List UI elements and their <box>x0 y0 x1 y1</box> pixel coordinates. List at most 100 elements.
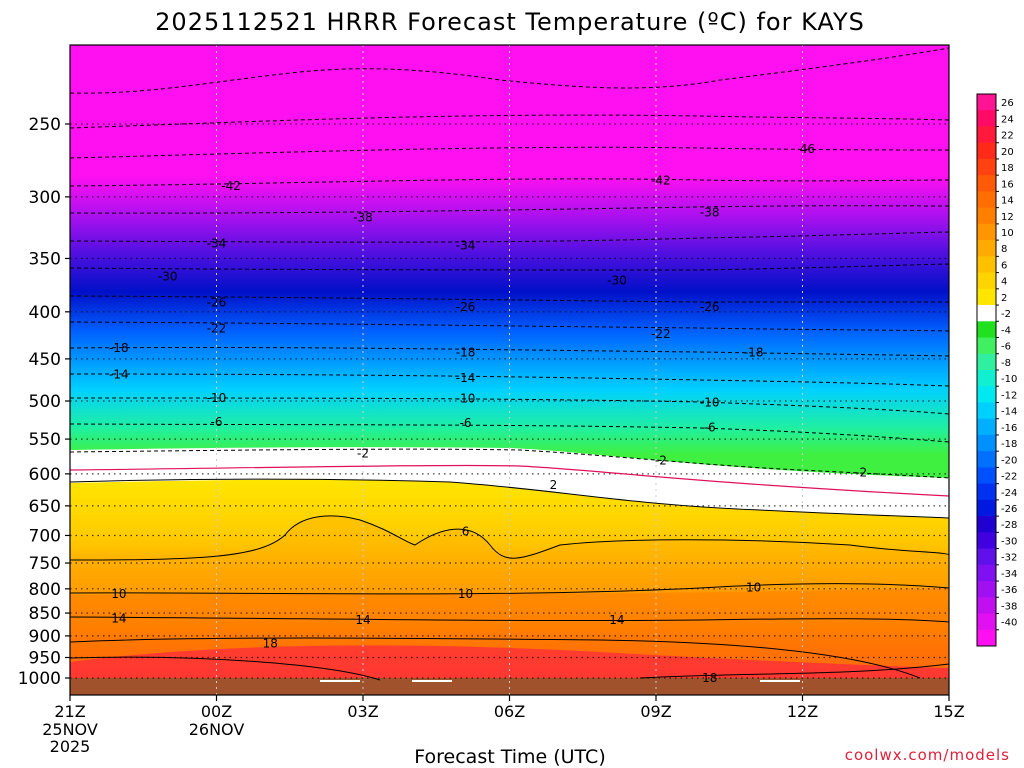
contour-minus22 <box>69 321 950 332</box>
colorbar-label: 14 <box>1001 196 1014 207</box>
contour-minus14 <box>69 373 950 387</box>
colorbar-label: 22 <box>1001 131 1014 142</box>
colorbar-label: -36 <box>1001 585 1017 596</box>
freezing-line <box>69 464 950 497</box>
colorbar-swatch <box>977 564 996 582</box>
ground-surface <box>70 678 949 695</box>
contour-6 <box>69 515 950 561</box>
contour-label: -2 <box>855 466 867 480</box>
contour-label: -42 <box>651 174 671 188</box>
colorbar-swatch <box>977 451 996 468</box>
contour-label: -6 <box>211 415 223 429</box>
colorbar-label: 16 <box>1001 179 1014 190</box>
colorbar-swatch <box>977 613 996 631</box>
contour-label: -22 <box>651 327 671 341</box>
x-tick-label: 21Z <box>54 702 85 721</box>
y-tick-label: 650 <box>29 497 61 517</box>
contour-label: 10 <box>458 587 473 601</box>
colorbar-label: -16 <box>1001 423 1017 434</box>
colorbar-label: 18 <box>1001 163 1014 174</box>
colorbar-legend: 26 24 22 20 18 16 14 12 10 8 6 4 2 -2 -4 -6 -8 -10 -12 -14 -… <box>976 93 1017 647</box>
contour-minus6 <box>69 423 950 443</box>
colorbar-label: -24 <box>1001 488 1017 499</box>
contour-label: -10 <box>700 396 720 410</box>
contour-label: -18 <box>456 346 476 360</box>
x-tick-label: 09Z <box>640 702 671 721</box>
y-tick-label: 850 <box>29 604 61 624</box>
contour-minus10 <box>69 397 950 415</box>
colorbar-label: -40 <box>1001 618 1017 629</box>
x-tick-label: 00Z <box>201 702 232 721</box>
colorbar-label: -18 <box>1001 439 1017 450</box>
y-tick-label: 350 <box>29 249 61 269</box>
colorbar-label: 8 <box>1001 244 1007 255</box>
colorbar-swatch <box>977 94 996 111</box>
contour-minus34 <box>69 231 950 243</box>
y-tick-label: 450 <box>29 350 61 370</box>
colorbar-swatch <box>977 110 996 127</box>
y-tick-label: 950 <box>29 649 61 669</box>
colorbar-label: -32 <box>1001 553 1017 564</box>
contour-label: 18 <box>702 671 717 685</box>
contour-label: -38 <box>353 211 373 225</box>
colorbar-swatch <box>977 467 996 485</box>
colorbar-swatch <box>977 142 996 160</box>
contour-label: 10 <box>746 580 761 594</box>
colorbar-label: -28 <box>1001 520 1017 531</box>
y-tick-label: 1000 <box>18 669 61 689</box>
colorbar-swatch <box>977 337 996 355</box>
contour-label: -34 <box>456 239 476 253</box>
colorbar-label: -6 <box>1001 342 1011 353</box>
colorbar-swatch <box>977 548 996 566</box>
x-tick-date: 26NOV <box>189 720 245 739</box>
colorbar-swatch <box>977 434 996 452</box>
y-tick-label: 250 <box>29 115 61 135</box>
colorbar-label: -4 <box>1001 325 1011 336</box>
colorbar-swatch <box>977 516 996 533</box>
colorbar-swatch <box>977 597 996 615</box>
contour-label: 14 <box>111 612 126 626</box>
contour-minus42 <box>69 178 950 187</box>
contour-label: -18 <box>109 341 129 355</box>
grid-lines <box>70 45 949 695</box>
colorbar-label: -10 <box>1001 374 1017 385</box>
contour-label: 10 <box>111 587 126 601</box>
colorbar-label: -38 <box>1001 601 1017 612</box>
contour-label: 18 <box>263 636 278 650</box>
colorbar-label: -20 <box>1001 455 1017 466</box>
colorbar-swatch <box>977 175 996 192</box>
colorbar-swatch <box>977 532 996 550</box>
y-tick-label: 750 <box>29 554 61 574</box>
x-tick-date: 25NOV <box>42 720 98 739</box>
colorbar-swatch <box>977 499 996 517</box>
contour-label: -30 <box>607 274 627 288</box>
colorbar-label: 2 <box>1001 293 1007 304</box>
contour-label: -14 <box>456 371 476 385</box>
colorbar-swatch <box>977 386 996 403</box>
contour-upper-2 <box>69 114 950 129</box>
contour-label: -26 <box>456 300 476 314</box>
x-tick-label: 15Z <box>933 702 964 721</box>
colorbar-swatch <box>977 581 996 598</box>
contour-label: -30 <box>158 269 178 283</box>
colorbar-swatch <box>977 370 996 387</box>
contour-label: -6 <box>460 416 472 430</box>
credit-link[interactable]: coolwx.com/models <box>845 746 1010 764</box>
contour-14 <box>69 616 950 623</box>
colorbar-swatch <box>977 288 996 306</box>
colorbar-swatch <box>977 402 996 420</box>
colorbar-swatch <box>977 629 996 647</box>
y-axis-ticks: 250 300 350 400 450 500 550 600 650 700 750 800 850 9… <box>18 115 70 689</box>
contour-label: -10 <box>456 392 476 406</box>
surface-gap-1 <box>320 680 360 682</box>
contour-label: -38 <box>700 206 720 220</box>
contour-18-lower <box>69 656 381 681</box>
colorbar-label: -2 <box>1001 309 1011 320</box>
y-tick-label: 300 <box>29 188 61 208</box>
contour-label: -34 <box>207 236 227 250</box>
colorbar-swatch <box>977 353 996 371</box>
contour-label: -26 <box>700 300 720 314</box>
y-tick-label: 500 <box>29 392 61 412</box>
